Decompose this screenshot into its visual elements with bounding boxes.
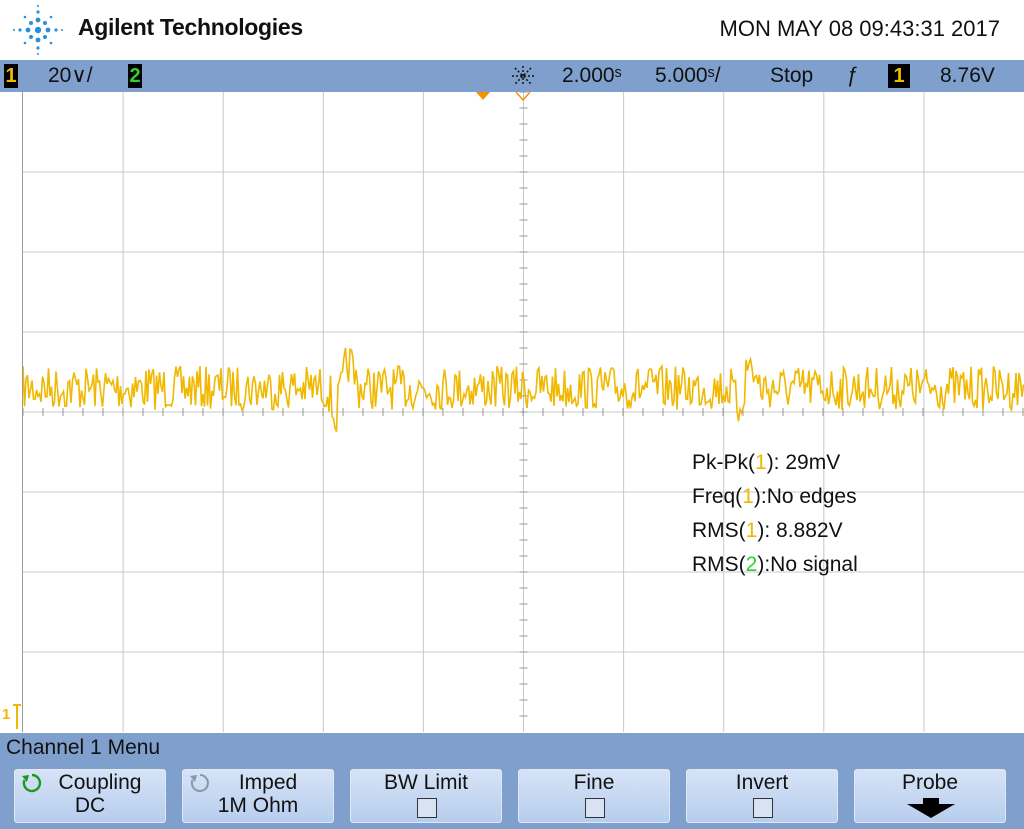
measurement-rms-1: RMS(1): 8.882V bbox=[692, 519, 843, 542]
status-bar: 1 20∨/ 2 2.000ˢ 5.000ˢ/ Stop ƒ 1 8.76V bbox=[0, 60, 1024, 92]
bw-limit-checkbox[interactable] bbox=[417, 798, 437, 818]
bw-limit-softkey[interactable]: BW Limit bbox=[350, 769, 502, 823]
brand-name: Agilent Technologies bbox=[78, 14, 303, 40]
time-scale-value: 5.000ˢ/ bbox=[655, 64, 721, 87]
channel-1-ground-icon bbox=[13, 704, 21, 729]
softkey-menu-bar: Channel 1 Menu Coupling DC Imped 1M Ohm … bbox=[0, 733, 1024, 829]
measurement-rms-2: RMS(2):No signal bbox=[692, 553, 858, 576]
trigger-level: 8.76V bbox=[940, 64, 995, 87]
title-bar: Agilent Technologies MON MAY 08 09:43:31… bbox=[0, 0, 1024, 60]
rotate-icon bbox=[22, 773, 42, 793]
probe-softkey[interactable]: Probe bbox=[854, 769, 1006, 823]
invert-softkey[interactable]: Invert bbox=[686, 769, 838, 823]
waveform-display[interactable] bbox=[22, 92, 1024, 732]
channel-1-ground-marker: 1 bbox=[2, 706, 11, 723]
agilent-spark-logo-icon bbox=[13, 5, 63, 55]
trigger-slope-icon: ƒ bbox=[846, 64, 858, 87]
invert-checkbox[interactable] bbox=[753, 798, 773, 818]
channel-1-trace bbox=[23, 347, 1024, 432]
channel-1-scale: 20∨/ bbox=[48, 64, 93, 87]
channel-1-indicator[interactable]: 1 bbox=[4, 64, 18, 88]
coupling-softkey[interactable]: Coupling DC bbox=[14, 769, 166, 823]
time-reference-marker bbox=[515, 92, 531, 102]
time-reference-value: 2.000ˢ bbox=[562, 64, 622, 87]
trigger-channel-indicator: 1 bbox=[888, 64, 910, 88]
measurement-pkpk: Pk-Pk(1): 29mV bbox=[692, 451, 841, 474]
date-time: MON MAY 08 09:43:31 2017 bbox=[719, 16, 1000, 41]
fine-softkey[interactable]: Fine bbox=[518, 769, 670, 823]
graticule bbox=[23, 92, 1024, 732]
time-reference-icon bbox=[512, 66, 534, 86]
channel-2-indicator[interactable]: 2 bbox=[128, 64, 142, 88]
run-state: Stop bbox=[770, 64, 814, 87]
measurement-freq: Freq(1):No edges bbox=[692, 485, 857, 508]
trigger-position-marker bbox=[476, 92, 490, 100]
rotate-icon bbox=[190, 774, 209, 792]
down-arrow-icon bbox=[907, 798, 955, 818]
fine-checkbox[interactable] bbox=[585, 798, 605, 818]
impedance-softkey[interactable]: Imped 1M Ohm bbox=[182, 769, 334, 823]
menu-title: Channel 1 Menu bbox=[6, 736, 161, 759]
